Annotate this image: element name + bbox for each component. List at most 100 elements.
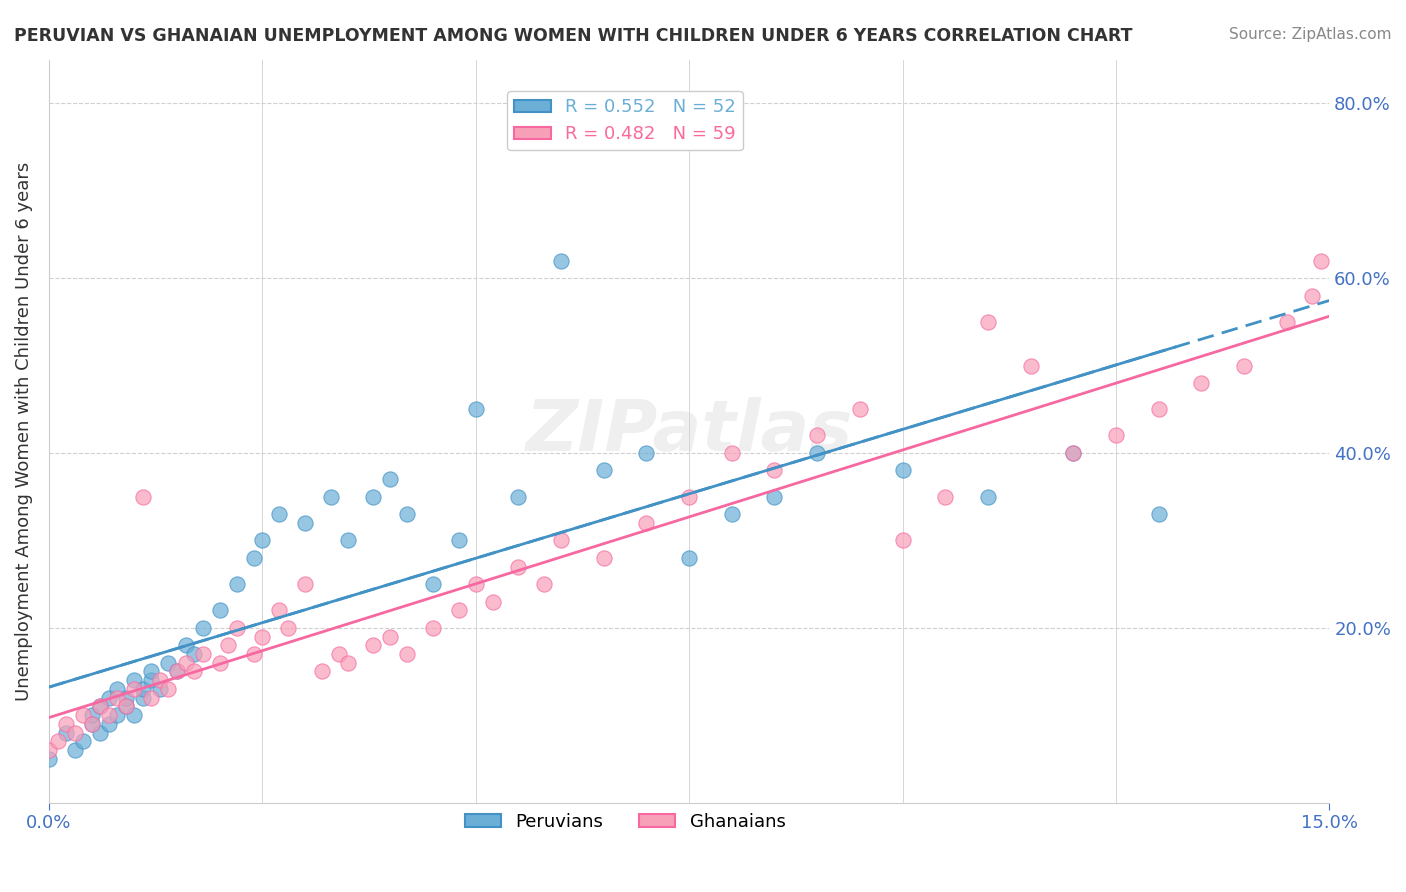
Point: [191, 621, 214, 635]
Point: [46, 734, 69, 748]
Point: [482, 594, 505, 608]
Point: [464, 577, 486, 591]
Point: [336, 533, 359, 548]
Point: [124, 673, 146, 688]
Point: [1105, 428, 1128, 442]
Point: [311, 665, 333, 679]
Point: [1233, 359, 1256, 373]
Point: [114, 699, 136, 714]
Point: [422, 577, 444, 591]
Point: [363, 638, 385, 652]
Point: [319, 490, 342, 504]
Point: [592, 463, 614, 477]
Point: [191, 647, 214, 661]
Point: [592, 550, 614, 565]
Point: [89, 725, 111, 739]
Point: [294, 577, 316, 591]
Point: [891, 533, 914, 548]
Point: [550, 253, 572, 268]
Point: [97, 690, 120, 705]
Point: [1189, 376, 1212, 390]
Point: [447, 603, 470, 617]
Point: [396, 507, 419, 521]
Point: [763, 490, 786, 504]
Point: [422, 621, 444, 635]
Point: [149, 681, 172, 696]
Point: [243, 647, 266, 661]
Point: [252, 630, 274, 644]
Point: [1309, 253, 1331, 268]
Point: [806, 428, 828, 442]
Point: [678, 550, 700, 565]
Point: [396, 647, 419, 661]
Point: [183, 665, 205, 679]
Point: [380, 472, 402, 486]
Point: [80, 708, 103, 723]
Point: [132, 490, 155, 504]
Point: [55, 725, 77, 739]
Point: [166, 665, 188, 679]
Point: [149, 673, 172, 688]
Point: [533, 577, 555, 591]
Point: [132, 690, 155, 705]
Text: PERUVIAN VS GHANAIAN UNEMPLOYMENT AMONG WOMEN WITH CHILDREN UNDER 6 YEARS CORREL: PERUVIAN VS GHANAIAN UNEMPLOYMENT AMONG …: [14, 27, 1133, 45]
Point: [217, 638, 239, 652]
Text: ZIPatlas: ZIPatlas: [526, 397, 853, 466]
Point: [336, 656, 359, 670]
Point: [763, 463, 786, 477]
Point: [55, 717, 77, 731]
Point: [1062, 446, 1084, 460]
Y-axis label: Unemployment Among Women with Children Under 6 years: Unemployment Among Women with Children U…: [15, 161, 32, 701]
Point: [806, 446, 828, 460]
Point: [508, 559, 530, 574]
Point: [849, 402, 872, 417]
Point: [380, 630, 402, 644]
Point: [977, 490, 1000, 504]
Point: [720, 507, 742, 521]
Point: [38, 752, 60, 766]
Point: [720, 446, 742, 460]
Point: [97, 717, 120, 731]
Point: [678, 490, 700, 504]
Point: [114, 690, 136, 705]
Point: [977, 315, 1000, 329]
Point: [1019, 359, 1042, 373]
Point: [157, 681, 180, 696]
Point: [243, 550, 266, 565]
Point: [174, 656, 197, 670]
Point: [208, 603, 231, 617]
Point: [166, 665, 188, 679]
Point: [63, 725, 86, 739]
Point: [80, 717, 103, 731]
Legend: R = 0.552   N = 52, R = 0.482   N = 59: R = 0.552 N = 52, R = 0.482 N = 59: [508, 91, 742, 151]
Point: [1147, 402, 1170, 417]
Point: [447, 533, 470, 548]
Point: [225, 577, 247, 591]
Point: [89, 699, 111, 714]
Point: [1275, 315, 1298, 329]
Point: [269, 507, 291, 521]
Point: [157, 656, 180, 670]
Point: [252, 533, 274, 548]
Point: [141, 665, 163, 679]
Point: [1301, 288, 1323, 302]
Point: [72, 708, 94, 723]
Point: [38, 743, 60, 757]
Point: [105, 681, 128, 696]
Point: [132, 681, 155, 696]
Point: [636, 446, 658, 460]
Point: [208, 656, 231, 670]
Point: [105, 708, 128, 723]
Point: [508, 490, 530, 504]
Point: [141, 673, 163, 688]
Point: [183, 647, 205, 661]
Point: [328, 647, 350, 661]
Point: [1147, 507, 1170, 521]
Point: [891, 463, 914, 477]
Text: Source: ZipAtlas.com: Source: ZipAtlas.com: [1229, 27, 1392, 42]
Point: [934, 490, 956, 504]
Point: [174, 638, 197, 652]
Point: [550, 533, 572, 548]
Point: [363, 490, 385, 504]
Point: [294, 516, 316, 530]
